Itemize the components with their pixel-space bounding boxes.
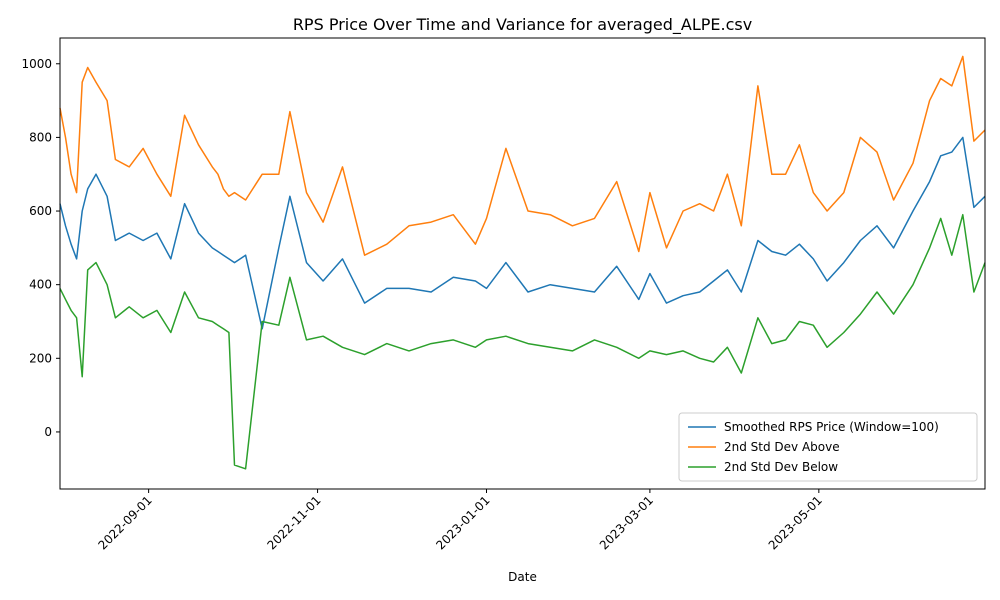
series-layer [59, 55, 986, 470]
legend-label-1: 2nd Std Dev Above [724, 440, 840, 454]
x-axis-label: Date [508, 570, 537, 584]
legend-label-0: Smoothed RPS Price (Window=100) [724, 420, 939, 434]
series-line-2 [59, 213, 986, 470]
y-axis: 0 200 400 600 800 1000 [21, 57, 60, 439]
legend: Smoothed RPS Price (Window=100) 2nd Std D… [678, 412, 978, 482]
series-line-1 [59, 55, 986, 256]
y-tick-label: 800 [29, 130, 52, 144]
y-tick-label: 600 [29, 204, 52, 218]
legend-box [678, 412, 978, 482]
chart-title: RPS Price Over Time and Variance for ave… [293, 15, 752, 35]
legend-label-2: 2nd Std Dev Below [724, 460, 838, 474]
y-tick-label: 400 [29, 278, 52, 292]
y-tick-label: 1000 [21, 57, 52, 71]
y-tick-label: 0 [44, 425, 52, 439]
plot-frame [59, 37, 986, 490]
y-tick-label: 200 [29, 351, 52, 365]
series-line-0 [59, 136, 986, 330]
